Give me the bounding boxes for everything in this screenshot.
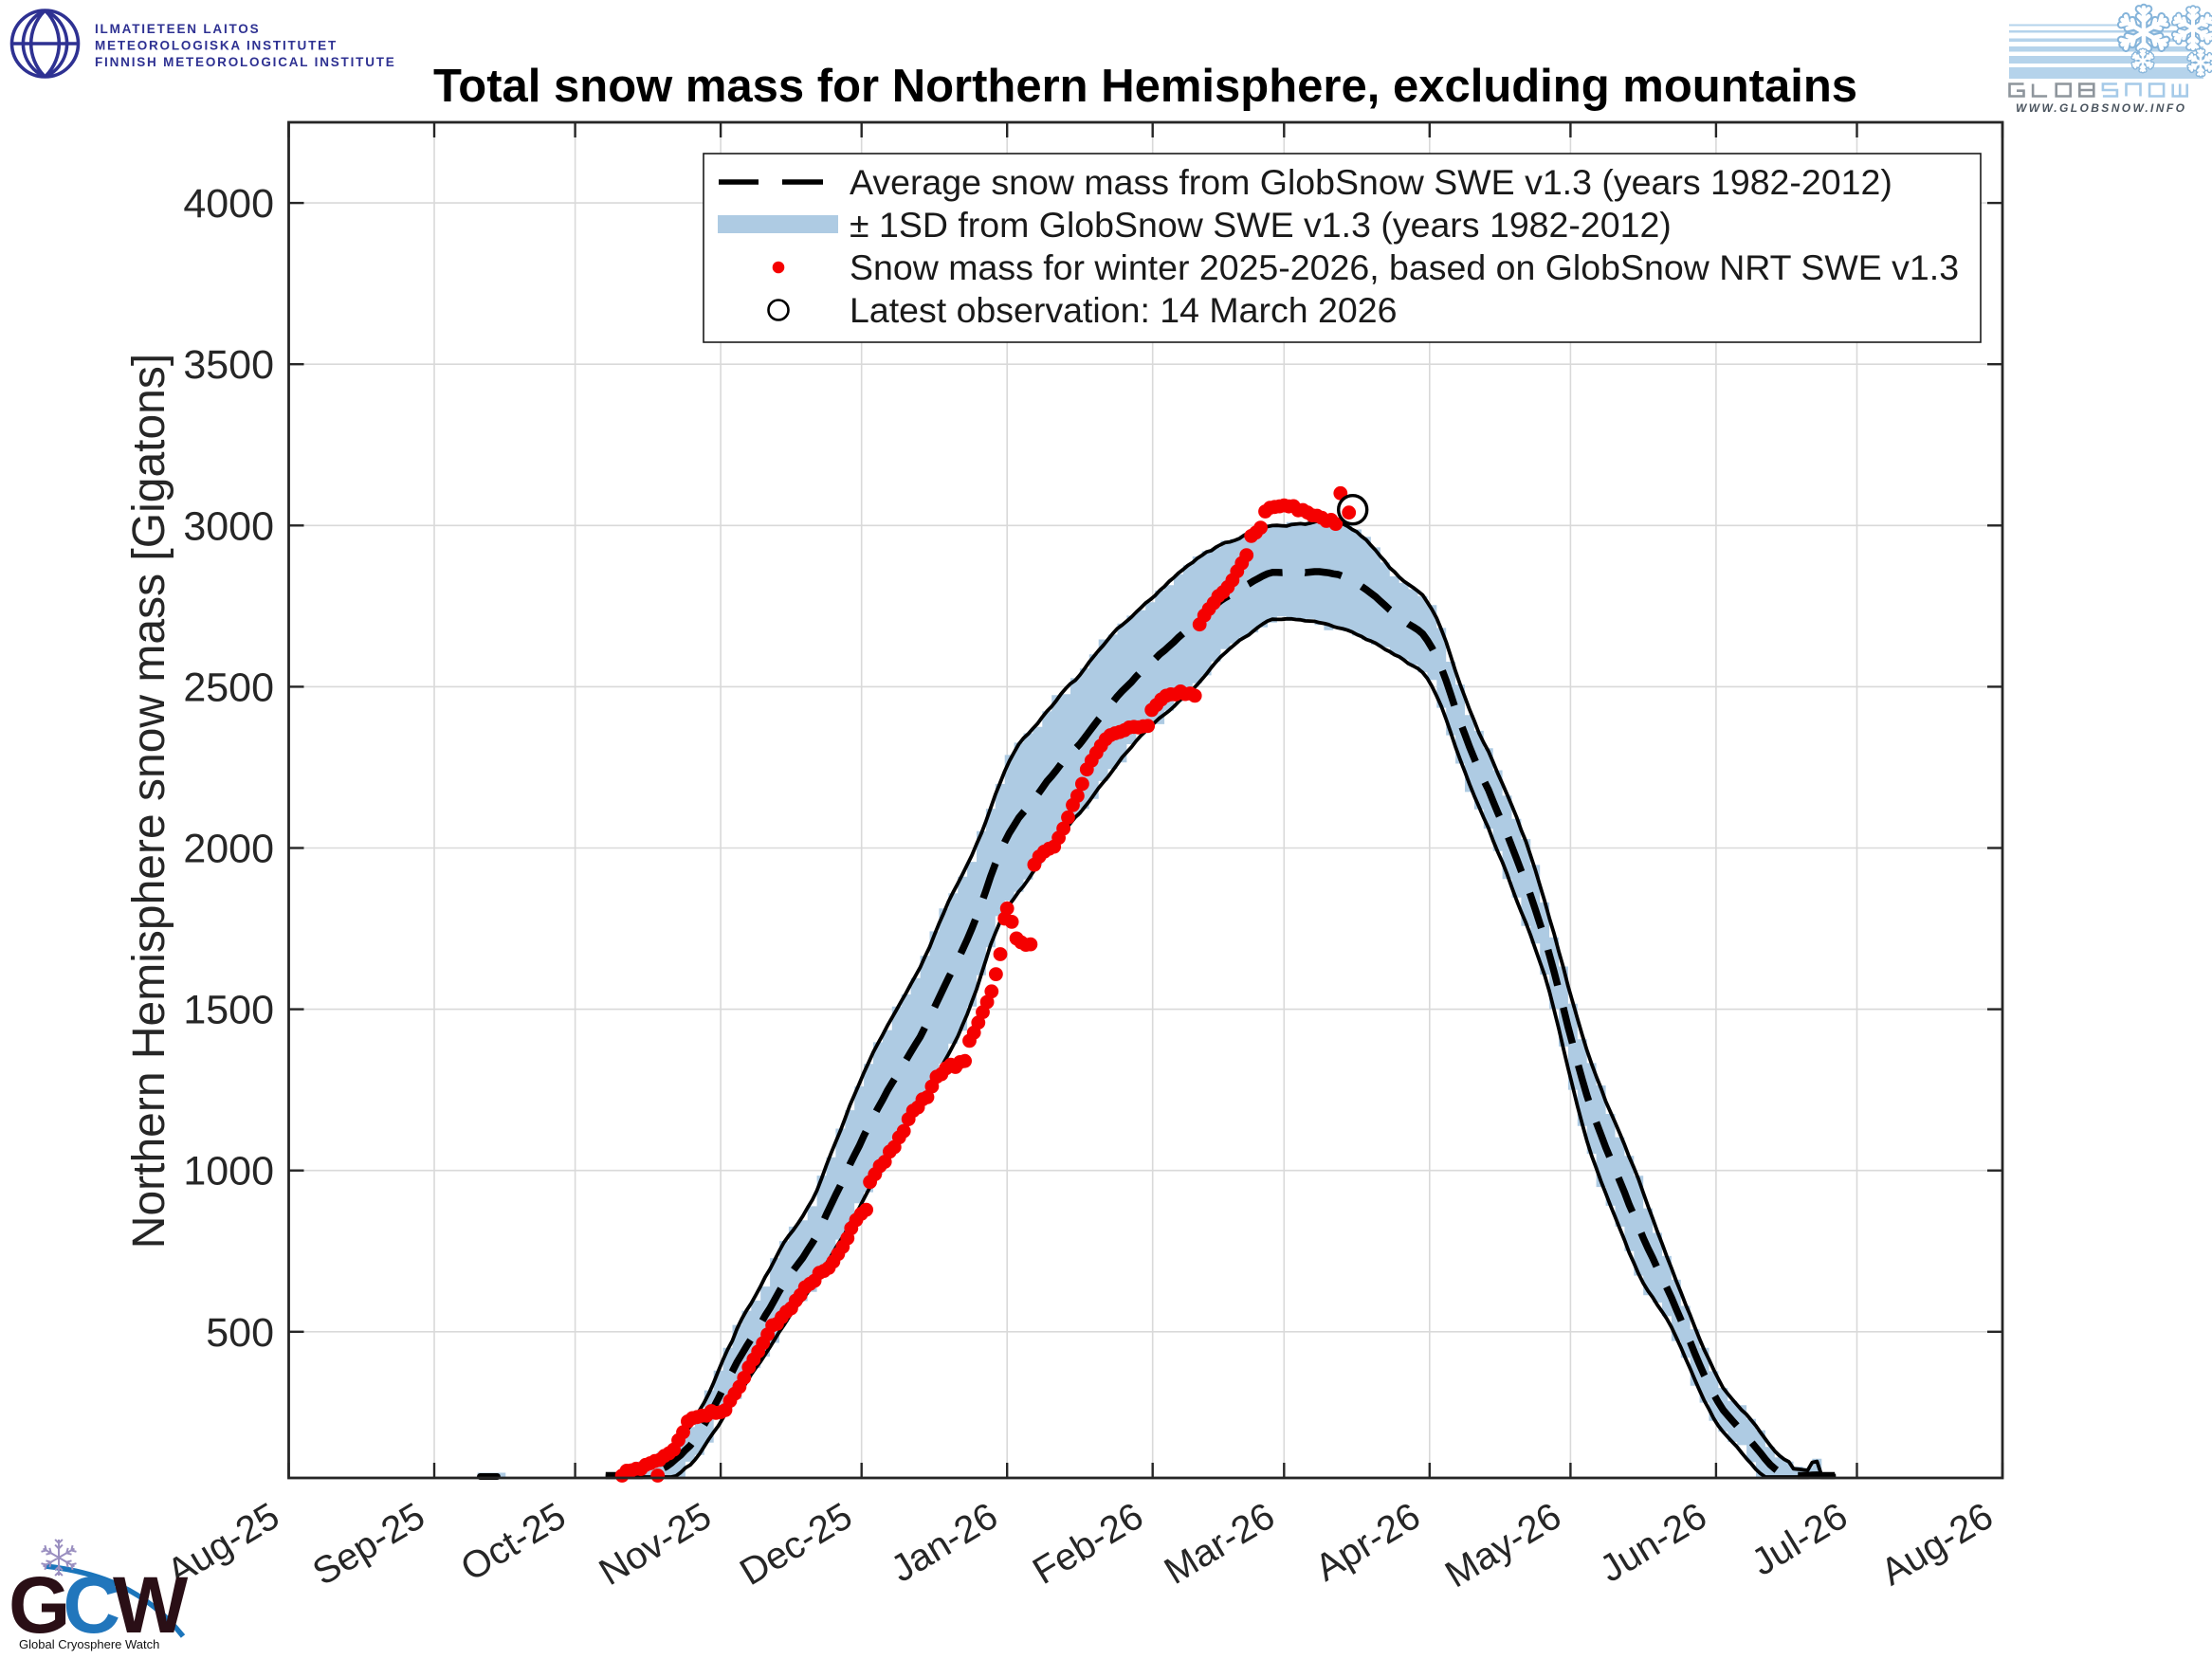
svg-text:GCW: GCW [9, 1560, 189, 1650]
svg-text:4000: 4000 [183, 181, 274, 227]
svg-text:1500: 1500 [183, 988, 274, 1033]
svg-text:3000: 3000 [183, 503, 274, 549]
svg-text:FINNISH METEOROLOGICAL INSTITU: FINNISH METEOROLOGICAL INSTITUTE [95, 55, 396, 69]
svg-text:3500: 3500 [183, 342, 274, 388]
svg-text:Total snow mass for Northern H: Total snow mass for Northern Hemisphere,… [433, 61, 1857, 112]
svg-text:2500: 2500 [183, 665, 274, 710]
svg-text:Northern Hemisphere snow mass: Northern Hemisphere snow mass [Gigatons] [124, 354, 174, 1249]
svg-text:1000: 1000 [183, 1149, 274, 1194]
svg-text:Snow mass for winter 2025-2026: Snow mass for winter 2025-2026, based on… [850, 247, 1959, 287]
svg-text:± 1SD from GlobSnow SWE v1.3 (: ± 1SD from GlobSnow SWE v1.3 (years 1982… [850, 205, 1672, 245]
svg-text:WWW.GLOBSNOW.INFO: WWW.GLOBSNOW.INFO [2016, 101, 2186, 115]
svg-text:Global Cryosphere Watch: Global Cryosphere Watch [19, 1637, 159, 1651]
svg-text:Average snow mass from GlobSno: Average snow mass from GlobSnow SWE v1.3… [850, 162, 1892, 202]
svg-text:METEOROLOGISKA INSTITUTET: METEOROLOGISKA INSTITUTET [95, 39, 338, 53]
svg-text:2000: 2000 [183, 827, 274, 872]
svg-text:500: 500 [206, 1310, 274, 1356]
svg-text:Latest observation: 14 March 2: Latest observation: 14 March 2026 [850, 290, 1397, 330]
svg-text:ILMATIETEEN LAITOS: ILMATIETEEN LAITOS [95, 22, 260, 36]
